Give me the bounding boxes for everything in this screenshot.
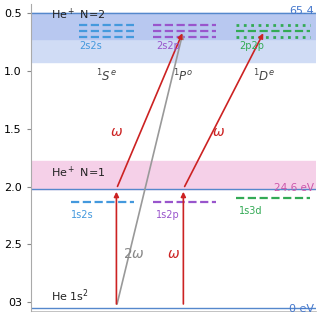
- Text: $\omega$: $\omega$: [212, 125, 226, 140]
- Bar: [31, 13, 316, 62]
- Text: 1s2p: 1s2p: [156, 210, 180, 220]
- Text: He 1s$^2$: He 1s$^2$: [51, 287, 89, 304]
- Text: 1s2s: 1s2s: [71, 210, 93, 220]
- Text: $2\omega$: $2\omega$: [123, 247, 144, 261]
- Text: $^1S^e$: $^1S^e$: [96, 68, 117, 84]
- Text: 0 eV: 0 eV: [289, 304, 315, 315]
- Text: He$^+$ N=2: He$^+$ N=2: [51, 6, 105, 22]
- Text: 65.4: 65.4: [290, 6, 315, 16]
- Text: 2s2s: 2s2s: [79, 41, 102, 51]
- Text: 1s3d: 1s3d: [239, 206, 262, 216]
- Text: $^1D^e$: $^1D^e$: [253, 68, 276, 84]
- Text: 2p2p: 2p2p: [239, 41, 264, 51]
- Bar: [31, 161, 316, 189]
- Text: 2s2p: 2s2p: [156, 41, 180, 51]
- Text: 24.6 eV: 24.6 eV: [275, 183, 315, 193]
- Text: He$^+$ N=1: He$^+$ N=1: [51, 165, 105, 180]
- Text: $\omega$: $\omega$: [110, 125, 123, 140]
- Text: $\omega$: $\omega$: [167, 247, 180, 261]
- Bar: [31, 13, 316, 39]
- Text: $^1P^o$: $^1P^o$: [173, 68, 194, 84]
